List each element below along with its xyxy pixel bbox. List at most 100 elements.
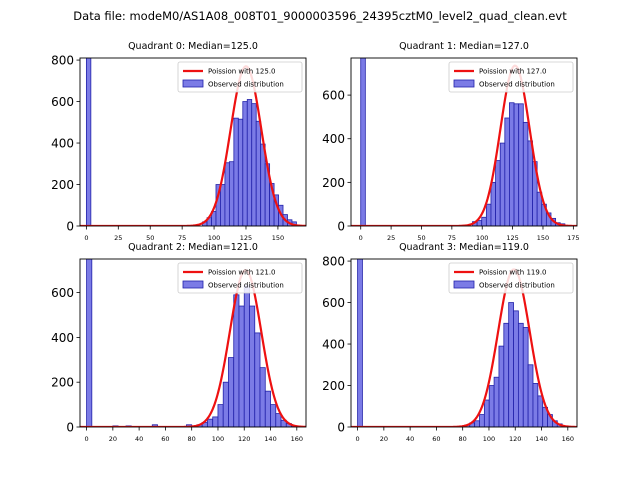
x-tick-label: 60	[432, 435, 440, 443]
legend: Poission with 119.0 Observed distribution	[448, 262, 574, 294]
subplot-quadrant-3: Quadrant 3: Median=119.0 0 20 40 60 80 100 120 1…	[322, 242, 578, 443]
histogram-bar	[260, 143, 266, 226]
fit-curve	[351, 268, 577, 427]
y-tick-label: 800	[322, 255, 345, 269]
axes-frame	[350, 258, 578, 428]
subplot-title: Quadrant 3: Median=119.0	[399, 242, 529, 253]
histogram-bar	[488, 385, 495, 427]
histogram-bar	[220, 184, 226, 226]
histogram-bar	[513, 103, 520, 226]
histogram-bar	[217, 404, 224, 427]
figure-title: Data file: modeM0/AS1A08_008T01_90000035…	[73, 9, 567, 23]
x-tick-label: 175	[567, 234, 579, 242]
legend-hist-swatch	[453, 79, 475, 88]
legend-hist-swatch	[453, 280, 475, 289]
x-tick-label: 100	[208, 234, 220, 242]
histogram-bar	[270, 404, 277, 427]
legend-hist-swatch	[182, 79, 204, 88]
x-tick-label: 0	[359, 234, 363, 242]
x-tick-label: 50	[417, 234, 425, 242]
histogram-bar	[224, 162, 230, 226]
x-tick-label: 140	[535, 435, 547, 443]
histogram-bar	[228, 161, 235, 226]
x-tick-label: 150	[537, 234, 549, 242]
histogram-bar	[481, 216, 487, 226]
legend-label-hist: Observed distribution	[208, 282, 284, 290]
histogram-bar	[503, 322, 510, 427]
x-tick-label: 40	[135, 435, 143, 443]
histogram-bar	[532, 383, 539, 427]
y-tick-label: 200	[51, 376, 74, 390]
legend: Poission with 121.0 Observed distribution	[177, 262, 303, 294]
histogram-bar	[522, 327, 529, 427]
histogram-bar	[259, 367, 266, 427]
fit-curve	[80, 269, 306, 427]
legend: Poission with 125.0 Observed distribution	[177, 61, 303, 93]
legend-label-hist: Observed distribution	[479, 282, 555, 290]
x-tick-label: 160	[291, 435, 303, 443]
y-tick-label: 800	[51, 54, 74, 68]
x-tick-label: 40	[406, 435, 414, 443]
histogram-bar	[85, 58, 92, 226]
x-tick-label: 140	[264, 435, 276, 443]
histogram-bar	[275, 413, 282, 427]
y-tick-label: 0	[66, 220, 74, 234]
x-tick-label: 120	[509, 435, 521, 443]
y-tick-label: 0	[337, 220, 345, 234]
histogram-bar	[243, 285, 250, 427]
histogram-bar	[493, 376, 500, 427]
legend-box	[177, 262, 303, 294]
legend-box	[177, 61, 303, 93]
histogram-bar	[238, 305, 245, 427]
legend: Poission with 127.0 Observed distribution	[448, 61, 574, 93]
subplot-title: Quadrant 1: Median=127.0	[399, 41, 529, 52]
histogram-bar	[360, 58, 366, 226]
legend-label-fit: Poission with 119.0	[479, 269, 547, 277]
subplot-quadrant-2: Quadrant 2: Median=121.0 0 20 40 60 80 100 120 1…	[51, 242, 307, 443]
histogram-bar	[222, 381, 229, 427]
plot-area	[80, 58, 306, 226]
y-tick-label: 400	[51, 137, 74, 151]
x-tick-label: 0	[355, 435, 359, 443]
histogram-bar	[527, 364, 534, 427]
y-tick-label: 400	[322, 338, 345, 352]
axes-frame	[79, 258, 307, 428]
x-tick-label: 60	[161, 435, 169, 443]
x-tick-label: 80	[188, 435, 196, 443]
x-tick-label: 25	[114, 234, 122, 242]
y-tick-label: 400	[51, 331, 74, 345]
x-tick-label: 80	[459, 435, 467, 443]
axes-frame	[350, 57, 578, 227]
histogram-bar	[517, 322, 524, 427]
legend-hist-swatch	[182, 280, 204, 289]
y-tick-label: 400	[322, 132, 345, 146]
y-tick-label: 0	[66, 421, 74, 435]
histogram-bar	[207, 418, 214, 427]
x-tick-label: 75	[448, 234, 456, 242]
y-tick-label: 0	[337, 421, 345, 435]
histogram-bar	[499, 142, 506, 226]
legend-label-fit: Poission with 125.0	[208, 68, 276, 76]
x-tick-label: 100	[212, 435, 224, 443]
y-tick-label: 600	[322, 89, 345, 103]
histogram-bar	[537, 395, 544, 427]
histogram-bar	[255, 120, 262, 226]
x-tick-label: 75	[178, 234, 186, 242]
x-tick-label: 0	[84, 435, 88, 443]
x-tick-label: 20	[109, 435, 117, 443]
y-tick-label: 200	[51, 178, 74, 192]
histogram-bar	[228, 357, 235, 427]
x-tick-label: 150	[272, 234, 284, 242]
histogram-bar	[522, 121, 529, 226]
histogram-bar	[498, 345, 505, 427]
legend-label-hist: Observed distribution	[208, 81, 284, 89]
histogram-bar	[495, 160, 501, 226]
histogram-bar	[483, 399, 490, 427]
axes-frame	[79, 57, 307, 227]
histogram-bar	[485, 203, 492, 226]
subplot-quadrant-0: Quadrant 0: Median=125.0 0 25 50 75 100 125 150…	[51, 41, 307, 242]
x-tick-label: 0	[84, 234, 88, 242]
x-tick-label: 20	[380, 435, 388, 443]
histogram-bar	[474, 420, 480, 427]
